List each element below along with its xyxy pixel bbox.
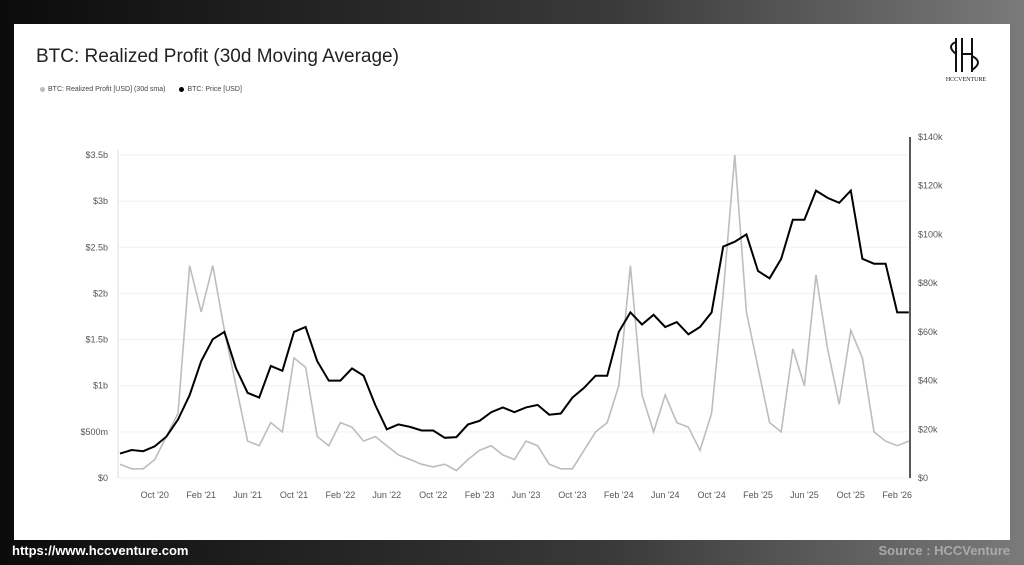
right-tick-label: $0 — [918, 473, 928, 483]
x-tick-label: Feb '22 — [326, 490, 356, 500]
legend-dot-icon — [179, 86, 185, 92]
svg-text:HCCVENTURE: HCCVENTURE — [946, 77, 987, 83]
x-tick-label: Jun '25 — [790, 490, 819, 500]
legend-item-price: BTC: Price [USD] — [179, 86, 242, 93]
left-tick-label: $0 — [98, 473, 108, 483]
chart-card: BTC: Realized Profit (30d Moving Average… — [14, 24, 1010, 540]
right-tick-label: $40k — [918, 376, 938, 386]
x-tick-label: Feb '24 — [604, 490, 634, 500]
x-tick-label: Oct '22 — [419, 490, 447, 500]
left-tick-label: $3b — [93, 196, 108, 206]
right-tick-label: $80k — [918, 278, 938, 288]
x-tick-label: Feb '23 — [465, 490, 495, 500]
x-tick-label: Jun '24 — [651, 490, 680, 500]
x-tick-label: Oct '21 — [280, 490, 308, 500]
x-tick-label: Jun '22 — [372, 490, 401, 500]
legend-item-realized-profit: BTC: Realized Profit [USD] (30d sma) — [40, 86, 165, 93]
x-tick-label: Jun '23 — [512, 490, 541, 500]
left-tick-label: $500m — [80, 427, 108, 437]
right-tick-label: $100k — [918, 229, 943, 239]
right-tick-label: $140k — [918, 132, 943, 142]
right-tick-label: $20k — [918, 424, 938, 434]
chart-title: BTC: Realized Profit (30d Moving Average… — [36, 46, 399, 67]
hccventure-logo: HCCVENTURE — [946, 38, 987, 83]
right-tick-label: $120k — [918, 181, 943, 191]
left-tick-label: $1.5b — [85, 335, 108, 345]
x-tick-label: Oct '20 — [141, 490, 169, 500]
source-label: Source : HCCVenture — [878, 543, 1010, 558]
left-tick-label: $1b — [93, 381, 108, 391]
legend: BTC: Realized Profit [USD] (30d sma) BTC… — [40, 86, 242, 93]
website-url: https://www.hccventure.com — [12, 543, 189, 558]
x-tick-label: Feb '26 — [882, 490, 912, 500]
x-tick-label: Oct '25 — [837, 490, 865, 500]
realized-profit-line — [119, 154, 910, 472]
x-tick-label: Jun '21 — [233, 490, 262, 500]
price-line — [119, 188, 909, 455]
x-tick-label: Feb '21 — [186, 490, 216, 500]
x-tick-label: Oct '24 — [697, 490, 725, 500]
x-tick-label: Feb '25 — [743, 490, 773, 500]
left-tick-label: $2b — [93, 288, 108, 298]
legend-dot-icon — [40, 86, 45, 92]
footer: https://www.hccventure.com Source : HCCV… — [0, 540, 1024, 565]
left-tick-label: $2.5b — [85, 242, 108, 252]
left-tick-label: $3.5b — [85, 150, 108, 160]
right-tick-label: $60k — [918, 327, 938, 337]
x-tick-label: Oct '23 — [558, 490, 586, 500]
